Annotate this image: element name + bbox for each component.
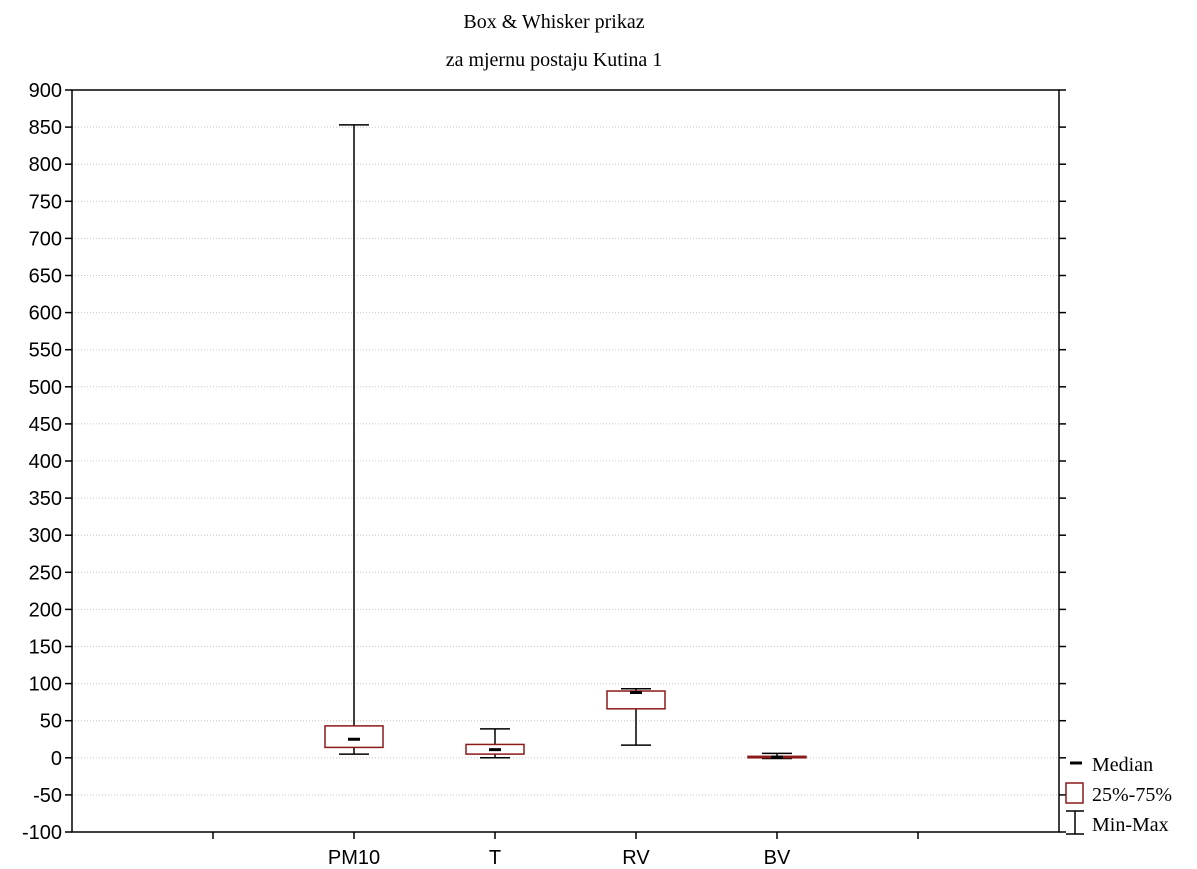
gridlines xyxy=(72,89,1059,833)
box-plot-rv xyxy=(606,688,666,746)
y-tick-label: 750 xyxy=(29,191,62,213)
legend-median-label: Median xyxy=(1092,754,1153,776)
x-tick-label: BV xyxy=(764,847,791,869)
y-tick-label: -100 xyxy=(22,822,62,844)
y-tick-label: 700 xyxy=(29,228,62,250)
y-tick-label: 150 xyxy=(29,637,62,659)
y-tick-label: 400 xyxy=(29,451,62,473)
chart-subtitle: za mjernu postaju Kutina 1 xyxy=(446,49,663,71)
box-plot-bv xyxy=(747,752,807,760)
y-tick-label: 200 xyxy=(29,599,62,621)
y-axis: 9008508007507006506005505004504003503002… xyxy=(22,80,1066,844)
y-tick-label: 0 xyxy=(51,748,62,770)
iqr-box xyxy=(465,743,525,755)
y-tick-label: 250 xyxy=(29,562,62,584)
y-tick-label: 450 xyxy=(29,414,62,436)
box-plot-t xyxy=(465,728,525,759)
legend-box-label: 25%-75% xyxy=(1092,784,1172,806)
y-tick-label: 100 xyxy=(29,674,62,696)
y-tick-label: 550 xyxy=(29,340,62,362)
iqr-box xyxy=(324,725,384,749)
y-tick-label: 300 xyxy=(29,525,62,547)
box-plot-pm10 xyxy=(324,124,384,755)
legend-whisker-label: Min-Max xyxy=(1092,814,1169,836)
plot-area-frame xyxy=(71,89,1060,833)
y-tick-label: -50 xyxy=(33,785,62,807)
x-tick-label: RV xyxy=(622,847,650,869)
y-tick-label: 650 xyxy=(29,266,62,288)
legend-whisker-symbol xyxy=(1066,810,1084,835)
y-tick-label: 600 xyxy=(29,303,62,325)
box-plots xyxy=(324,124,807,760)
x-tick-label: T xyxy=(489,847,501,869)
y-tick-label: 50 xyxy=(40,711,62,733)
y-tick-label: 900 xyxy=(29,80,62,102)
legend: Median 25%-75% Min-Max xyxy=(1065,754,1172,836)
y-tick-label: 500 xyxy=(29,377,62,399)
legend-box-symbol xyxy=(1065,782,1084,804)
chart-title: Box & Whisker prikaz xyxy=(463,11,644,33)
y-tick-label: 800 xyxy=(29,154,62,176)
y-tick-label: 350 xyxy=(29,488,62,510)
y-tick-label: 850 xyxy=(29,117,62,139)
x-tick-label: PM10 xyxy=(328,847,380,869)
x-axis: PM10 T RV BV xyxy=(212,832,919,869)
